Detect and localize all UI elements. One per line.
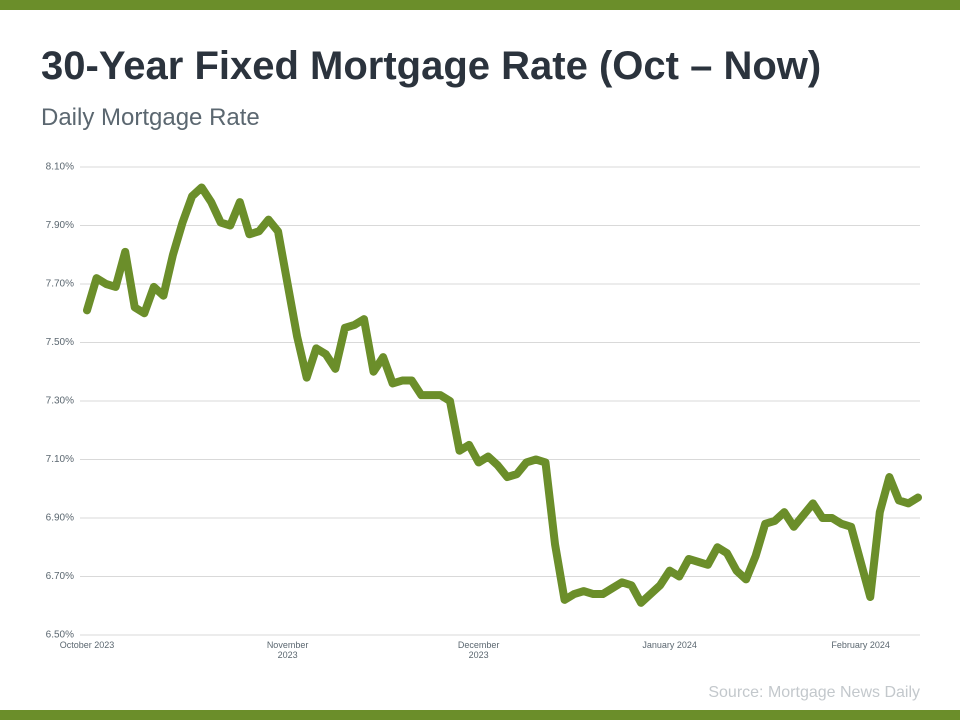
x-tick-label: November 2023 — [266, 640, 309, 660]
bottom-band — [0, 710, 960, 720]
y-tick-label: 8.10% — [46, 162, 74, 173]
y-tick-label: 6.50% — [46, 630, 74, 641]
y-tick-label: 7.30% — [46, 396, 74, 407]
y-tick-label: 7.70% — [46, 279, 74, 290]
top-band — [0, 0, 960, 10]
x-tick-label: December 2023 — [457, 640, 500, 660]
y-tick-label: 6.90% — [46, 513, 74, 524]
x-tick-label: October 2023 — [59, 640, 115, 650]
chart-subtitle: Daily Mortgage Rate — [41, 104, 260, 131]
data-line — [83, 183, 922, 607]
y-tick-label: 7.50% — [46, 337, 74, 348]
chart-title: 30-Year Fixed Mortgage Rate (Oct – Now) — [41, 44, 822, 88]
y-tick-label: 7.90% — [46, 220, 74, 231]
x-tick-label: February 2024 — [831, 640, 890, 650]
source-note: Source: Mortgage News Daily — [708, 684, 920, 701]
x-tick-label: January 2024 — [642, 640, 697, 650]
y-tick-label: 6.70% — [46, 571, 74, 582]
y-tick-label: 7.10% — [46, 454, 74, 465]
